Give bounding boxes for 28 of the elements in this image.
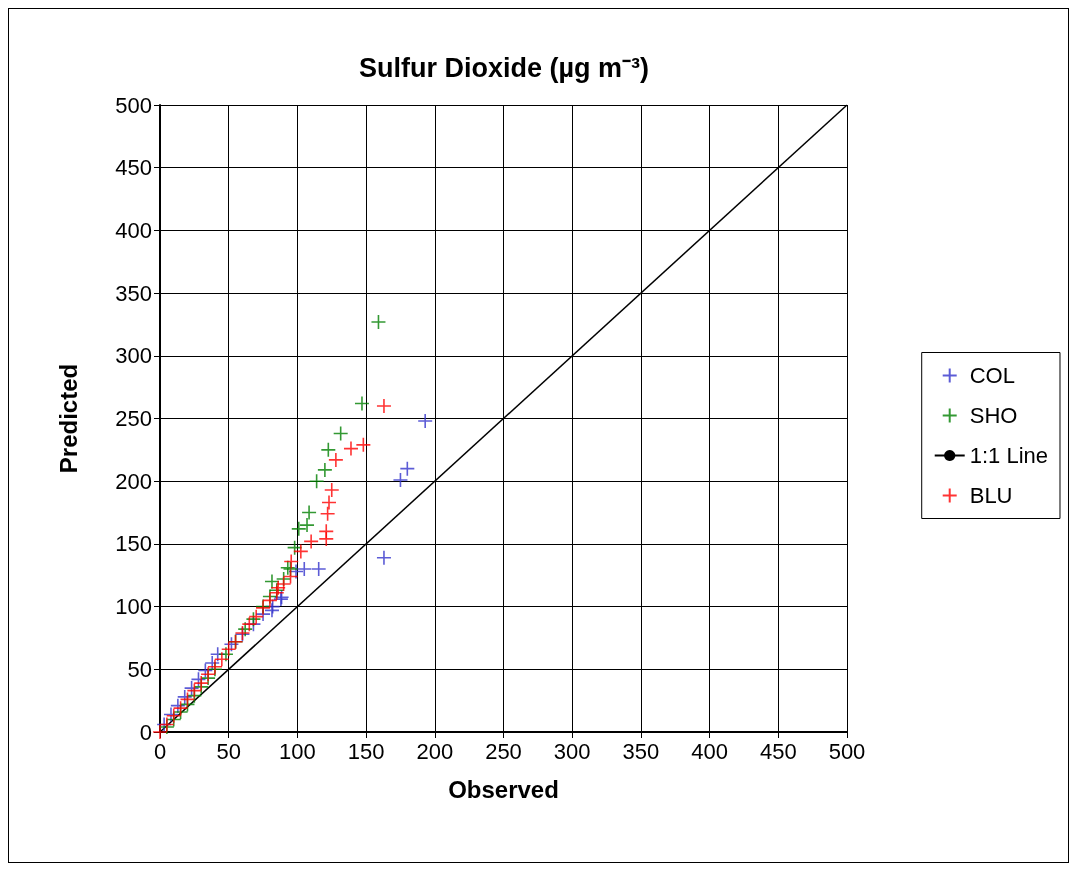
x-axis-title: Observed (448, 775, 559, 803)
y-tick-label: 300 (115, 343, 152, 369)
x-tick-label: 250 (485, 738, 522, 764)
y-tick-label: 450 (115, 155, 152, 181)
x-tick-label: 500 (828, 738, 866, 764)
y-tick-label: 250 (115, 406, 152, 431)
legend-label: BLU (969, 483, 1013, 508)
x-tick-label: 150 (347, 738, 385, 764)
y-axis-title: Predicted (54, 363, 82, 474)
x-tick-label: 400 (691, 738, 728, 764)
x-tick-label: 50 (216, 738, 241, 764)
x-tick-label: 350 (622, 738, 660, 764)
x-tick-label: 300 (553, 738, 591, 764)
x-tick-label: 450 (759, 738, 797, 764)
x-tick-label: 100 (279, 738, 316, 764)
legend-label: COL (969, 363, 1015, 388)
y-tick-label: 400 (115, 217, 152, 243)
y-tick-label: 500 (115, 92, 152, 118)
legend-label: SHO (969, 403, 1018, 428)
y-tick-label: 200 (115, 468, 152, 494)
y-tick-label: 50 (127, 656, 152, 682)
legend-label: 1:1 Line (969, 443, 1049, 468)
y-tick-label: 0 (139, 719, 152, 745)
y-tick-label: 150 (115, 531, 152, 557)
x-tick-label: 200 (416, 738, 454, 764)
y-tick-label: 350 (115, 280, 152, 306)
y-tick-label: 100 (115, 594, 152, 620)
chart-title: Sulfur Dioxide (µg m⁻³) (358, 52, 650, 83)
